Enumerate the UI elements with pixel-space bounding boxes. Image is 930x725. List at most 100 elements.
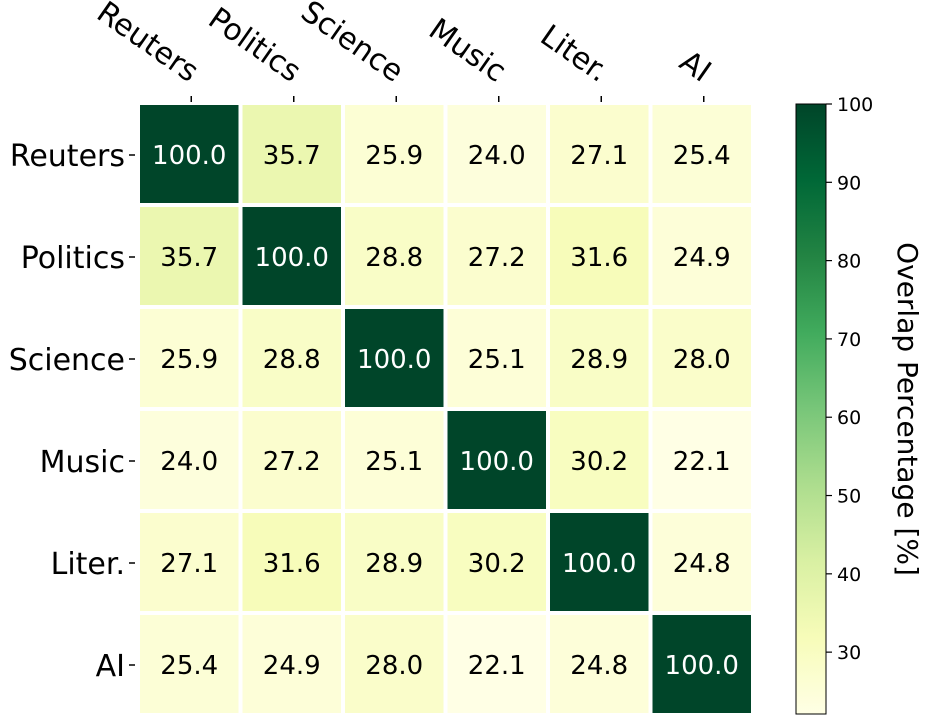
heatmap-cell-label: 28.8 <box>263 345 321 375</box>
heatmap-cell <box>242 513 341 611</box>
colorbar-tick-label: 80 <box>837 251 861 273</box>
y-tick-label: Politics <box>21 241 125 276</box>
y-tick-label: AI <box>96 649 125 684</box>
heatmap-cell <box>345 105 444 203</box>
colorbar-tick-label: 100 <box>837 94 873 116</box>
colorbar-tick-label: 40 <box>837 564 861 586</box>
heatmap-cell <box>652 615 751 713</box>
heatmap-cell-label: 25.9 <box>160 345 218 375</box>
heatmap-cell-label: 24.0 <box>468 141 526 171</box>
heatmap-cell <box>652 513 751 611</box>
heatmap-cell-label: 25.1 <box>468 345 526 375</box>
x-tick-label: Liter. <box>534 18 615 89</box>
heatmap-cell-label: 24.0 <box>160 447 218 477</box>
heatmap-cell <box>140 411 239 509</box>
heatmap-cell <box>345 615 444 713</box>
heatmap-cell-label: 27.1 <box>570 141 628 171</box>
colorbar-tick-label: 90 <box>837 172 861 194</box>
heatmap-cell-label: 30.2 <box>570 447 628 477</box>
y-tick-label: Music <box>40 445 125 480</box>
heatmap-cell-label: 100.0 <box>562 549 636 579</box>
heatmap-cell <box>550 105 649 203</box>
y-axis-ticks: Reuters Politics Science Music Liter. AI <box>9 139 135 684</box>
heatmap-cell-label: 27.2 <box>468 243 526 273</box>
heatmap-cell-label: 27.1 <box>160 549 218 579</box>
heatmap-cell <box>447 411 546 509</box>
heatmap-cell <box>550 513 649 611</box>
heatmap-cell <box>242 615 341 713</box>
heatmap-cell-label: 28.9 <box>570 345 628 375</box>
heatmap-cell <box>447 309 546 407</box>
heatmap-cell <box>652 309 751 407</box>
heatmap-cell-label: 24.8 <box>673 549 731 579</box>
colorbar: 30 40 50 60 70 80 90 100 Overlap Percentage [%] <box>795 94 924 715</box>
heatmap-cell <box>140 309 239 407</box>
heatmap-cell-label: 28.0 <box>365 651 423 681</box>
heatmap-cell-label: 35.7 <box>263 141 321 171</box>
heatmap-cell <box>550 615 649 713</box>
heatmap-cell-label: 24.9 <box>673 243 731 273</box>
heatmap-cell <box>242 105 341 203</box>
heatmap-cell-label: 31.6 <box>263 549 321 579</box>
heatmap-cell <box>140 513 239 611</box>
colorbar-tick-label: 60 <box>837 407 861 429</box>
y-tick-label: Science <box>9 343 125 378</box>
heatmap-cell <box>447 105 546 203</box>
heatmap-cell-label: 24.8 <box>570 651 628 681</box>
heatmap-cell <box>550 207 649 305</box>
heatmap-cell <box>652 207 751 305</box>
y-tick-label: Reuters <box>10 139 125 174</box>
heatmap-cell <box>242 411 341 509</box>
heatmap-cell-label: 25.1 <box>365 447 423 477</box>
heatmap-cell-label: 28.9 <box>365 549 423 579</box>
heatmap-cell-label: 25.4 <box>160 651 218 681</box>
heatmap-cell <box>345 207 444 305</box>
x-tick-label: AI <box>673 44 717 90</box>
colorbar-ticks: 30 40 50 60 70 80 90 100 <box>826 94 873 664</box>
heatmap-cell <box>242 207 341 305</box>
heatmap-cell-label: 100.0 <box>255 243 329 273</box>
heatmap-cell <box>550 411 649 509</box>
heatmap-cell <box>345 309 444 407</box>
heatmap-cells: 100.0 35.7 25.9 24.0 27.1 25.4 35.7 100.0 28.8 27… <box>140 105 751 713</box>
heatmap-cell <box>140 207 239 305</box>
heatmap-cell-label: 22.1 <box>468 651 526 681</box>
heatmap-cell <box>140 105 239 203</box>
heatmap-cell-label: 28.8 <box>365 243 423 273</box>
x-tick-label: Reuters <box>90 0 204 90</box>
heatmap-cell-label: 35.7 <box>160 243 218 273</box>
heatmap-cell-label: 25.9 <box>365 141 423 171</box>
x-tick-label: Music <box>422 12 512 90</box>
heatmap-cell-label: 100.0 <box>152 141 226 171</box>
heatmap-cell <box>652 411 751 509</box>
colorbar-tick-label: 70 <box>837 329 861 351</box>
colorbar-gradient <box>795 103 827 715</box>
heatmap-cell-label: 27.2 <box>263 447 321 477</box>
colorbar-label: Overlap Percentage [%] <box>891 242 924 576</box>
heatmap-cell <box>550 309 649 407</box>
heatmap-cell <box>447 513 546 611</box>
heatmap-cell <box>242 309 341 407</box>
heatmap-cell-label: 25.4 <box>673 141 731 171</box>
heatmap-cell <box>345 411 444 509</box>
heatmap-cell-label: 31.6 <box>570 243 628 273</box>
heatmap-cell-label: 30.2 <box>468 549 526 579</box>
x-tick-label: Science <box>294 0 409 90</box>
heatmap-cell <box>140 615 239 713</box>
heatmap-cell <box>447 207 546 305</box>
heatmap-cell-label: 28.0 <box>673 345 731 375</box>
heatmap-cell-label: 22.1 <box>673 447 731 477</box>
heatmap-cell-label: 100.0 <box>665 651 739 681</box>
heatmap-cell <box>345 513 444 611</box>
heatmap-cell-label: 24.9 <box>263 651 321 681</box>
colorbar-tick-label: 50 <box>837 486 861 508</box>
y-tick-label: Liter. <box>51 547 125 582</box>
heatmap-cell-label: 100.0 <box>460 447 534 477</box>
colorbar-tick-label: 30 <box>837 642 861 664</box>
heatmap-cell-label: 100.0 <box>357 345 431 375</box>
heatmap-cell <box>652 105 751 203</box>
heatmap-cell <box>447 615 546 713</box>
x-tick-label: Politics <box>202 1 307 89</box>
